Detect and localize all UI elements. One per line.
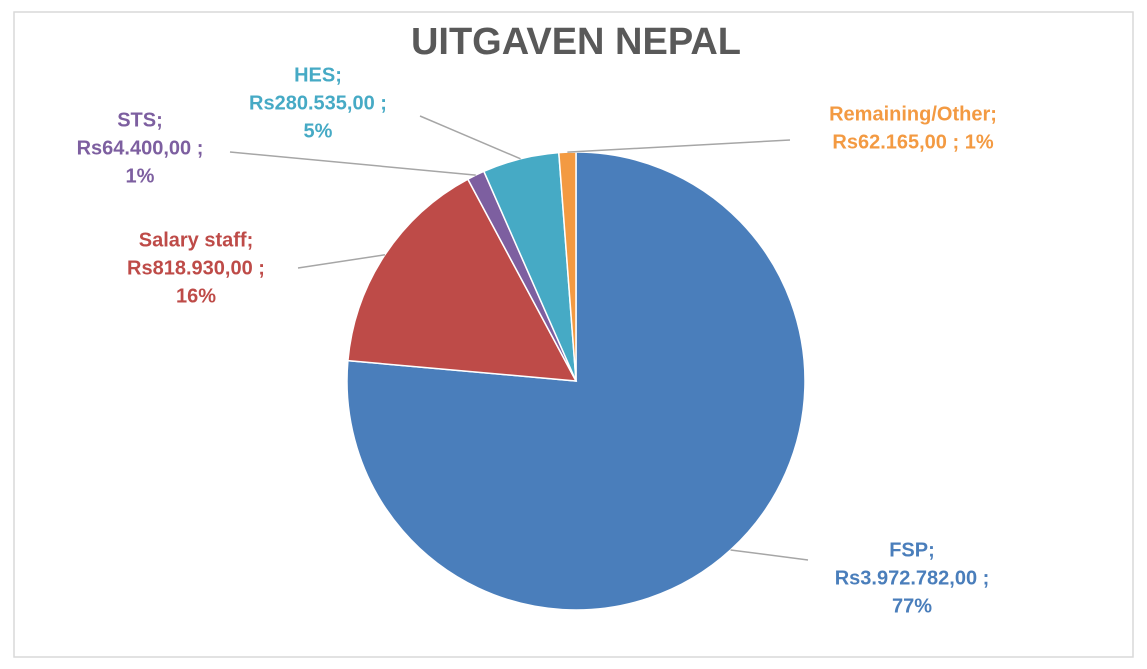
leader-line xyxy=(567,139,791,153)
data-label-name: Salary staff; xyxy=(139,229,254,251)
data-label: Rs280.535,00 ; xyxy=(249,92,387,114)
data-label-name: FSP; xyxy=(889,539,935,561)
leader-line xyxy=(730,549,809,561)
data-label: Rs818.930,00 ; xyxy=(127,257,265,279)
data-label: 5% xyxy=(304,120,333,142)
data-label: 16% xyxy=(176,285,216,307)
leader-line xyxy=(229,151,476,176)
data-label-name: HES; xyxy=(294,64,342,86)
chart-title: UITGAVEN NEPAL xyxy=(411,21,741,63)
leader-line xyxy=(419,115,521,160)
data-label-name: STS; xyxy=(117,109,163,131)
data-label: Rs3.972.782,00 ; xyxy=(835,567,990,589)
data-label: 77% xyxy=(892,595,932,617)
data-label: Rs64.400,00 ; xyxy=(77,137,204,159)
data-label: Rs62.165,00 ; 1% xyxy=(832,131,993,153)
data-label-name: Remaining/Other; xyxy=(829,103,997,125)
leader-line xyxy=(297,254,386,269)
data-label: 1% xyxy=(126,165,155,187)
